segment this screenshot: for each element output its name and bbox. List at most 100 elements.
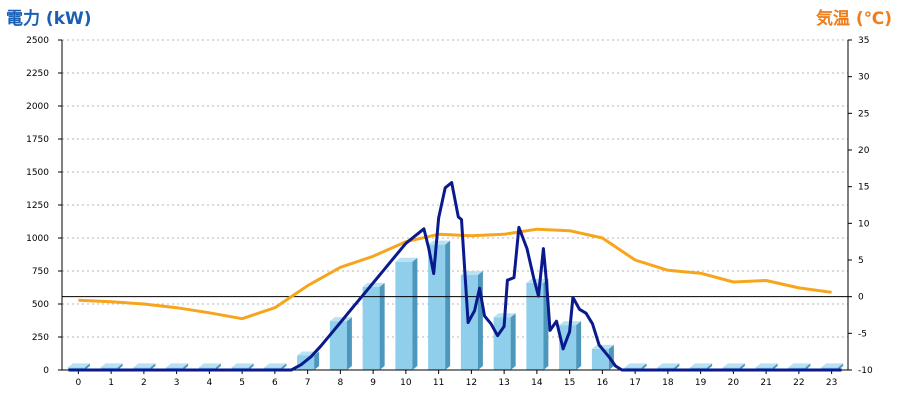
bar-side <box>707 363 713 370</box>
bar-side <box>314 351 320 370</box>
left-tick-label: 1250 <box>26 201 49 211</box>
x-tick-label: 13 <box>498 378 509 388</box>
left-tick-label: 1500 <box>26 168 49 178</box>
bar-top <box>329 317 352 322</box>
x-tick-label: 23 <box>826 378 837 388</box>
x-tick-label: 6 <box>272 378 278 388</box>
bar-top <box>231 363 254 368</box>
bar-9 <box>362 282 385 370</box>
bar-top <box>100 363 123 368</box>
power-line <box>68 181 842 372</box>
x-tick-label: 15 <box>564 378 575 388</box>
left-tick-label: 0 <box>43 366 49 376</box>
bar-side <box>674 363 680 370</box>
x-tick-label: 0 <box>76 378 82 388</box>
right-tick-label: 0 <box>858 293 864 303</box>
bar-11 <box>428 240 451 370</box>
x-tick-label: 17 <box>629 378 640 388</box>
bar-top <box>395 257 418 262</box>
x-tick-label: 20 <box>728 378 740 388</box>
bar-side <box>477 270 483 370</box>
bar-side <box>445 240 451 370</box>
x-tick-label: 3 <box>174 378 180 388</box>
bar-top <box>166 363 189 368</box>
bar-8 <box>329 317 352 370</box>
grid <box>62 39 848 338</box>
x-tick-label: 7 <box>305 378 311 388</box>
bar-side <box>215 363 221 370</box>
bar-16 <box>591 344 614 370</box>
bar-top <box>821 363 844 368</box>
bar-13 <box>493 313 516 370</box>
left-tick-label: 250 <box>32 333 49 343</box>
bar-top <box>591 344 614 349</box>
bar-side <box>379 282 385 370</box>
right-tick-label: 15 <box>858 183 869 193</box>
bar-top <box>526 278 549 283</box>
bar-front <box>362 286 380 370</box>
left-tick-label: 2000 <box>26 102 49 112</box>
x-tick-label: 9 <box>370 378 376 388</box>
x-tick-label: 14 <box>531 378 543 388</box>
bar-front <box>559 325 577 370</box>
bar-front <box>395 261 413 370</box>
bar-top <box>133 363 156 368</box>
x-tick-label: 2 <box>141 378 147 388</box>
left-axis-title: 電力 (kW) <box>6 9 92 29</box>
right-tick-label: -5 <box>858 329 867 339</box>
left-tick-label: 1750 <box>26 135 49 145</box>
x-tick-label: 18 <box>662 378 674 388</box>
bar-top <box>690 363 713 368</box>
bar-10 <box>395 257 418 370</box>
right-tick-label: 30 <box>858 73 870 83</box>
x-tick-label: 19 <box>695 378 707 388</box>
x-tick-label: 10 <box>400 378 412 388</box>
bar-side <box>346 317 352 370</box>
bar-12 <box>460 270 483 370</box>
bar-side <box>641 363 647 370</box>
left-tick-label: 2250 <box>26 69 49 79</box>
right-tick-label: 5 <box>858 256 864 266</box>
bar-top <box>788 363 811 368</box>
series-lines <box>68 181 842 372</box>
right-tick-label: -10 <box>858 366 873 376</box>
bar-side <box>281 363 287 370</box>
bar-15 <box>559 321 582 370</box>
tick-labels: 02505007501000125015001750200022502500-1… <box>26 36 873 388</box>
bar-side <box>510 313 516 370</box>
bar-side <box>248 363 254 370</box>
bar-front <box>428 244 446 370</box>
right-axis-title: 気温 (℃) <box>815 9 892 29</box>
bar-side <box>84 363 90 370</box>
bar-front <box>329 321 347 370</box>
x-tick-label: 11 <box>433 378 444 388</box>
x-tick-label: 22 <box>793 378 804 388</box>
left-tick-label: 1000 <box>26 234 49 244</box>
bar-front <box>493 317 511 370</box>
right-tick-label: 35 <box>858 36 869 46</box>
bar-side <box>412 257 418 370</box>
temperature-line <box>78 227 832 321</box>
bar-top <box>755 363 778 368</box>
bar-top <box>264 363 287 368</box>
bar-top <box>198 363 221 368</box>
x-tick-label: 16 <box>597 378 609 388</box>
bar-top <box>722 363 745 368</box>
bar-front <box>591 348 609 370</box>
bar-side <box>117 363 123 370</box>
bar-side <box>838 363 844 370</box>
right-tick-label: 20 <box>858 146 870 156</box>
x-tick-label: 8 <box>338 378 344 388</box>
x-tick-label: 4 <box>207 378 213 388</box>
left-tick-label: 500 <box>32 300 49 310</box>
bar-top <box>657 363 680 368</box>
bar-side <box>576 321 582 370</box>
bar-front <box>526 282 544 370</box>
x-tick-label: 12 <box>466 378 477 388</box>
bar-top <box>362 282 385 287</box>
right-tick-label: 10 <box>858 219 870 229</box>
bar-side <box>772 363 778 370</box>
bar-side <box>739 363 745 370</box>
x-tick-label: 1 <box>108 378 114 388</box>
